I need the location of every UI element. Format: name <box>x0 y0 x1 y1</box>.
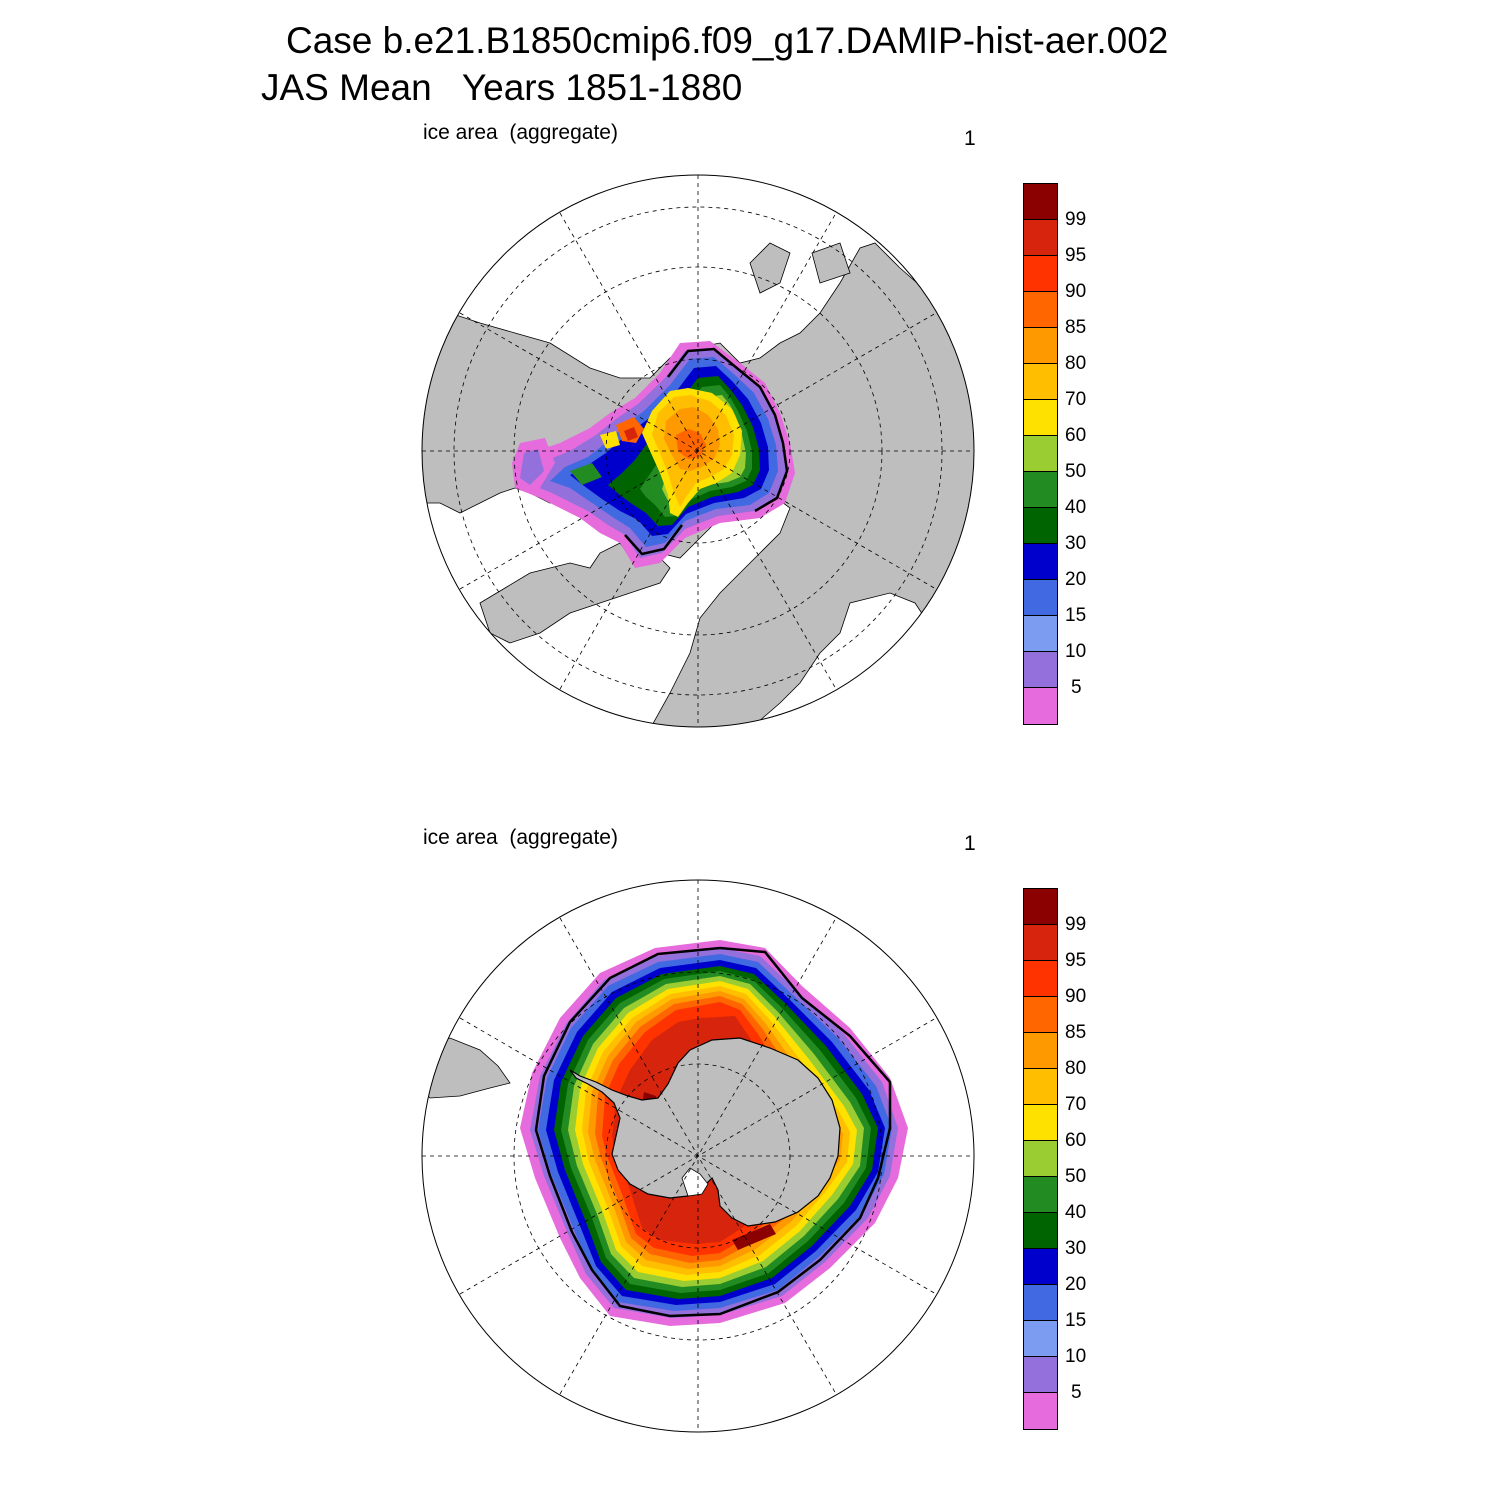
colorbar-segment <box>1024 436 1057 472</box>
colorbar-segment <box>1024 1285 1057 1321</box>
colorbar-tick-label: 85 <box>1065 317 1087 338</box>
colorbar-tick-label: 99 <box>1065 914 1087 935</box>
colorbar-segment <box>1024 1321 1057 1357</box>
colorbar-segment <box>1024 400 1057 436</box>
colorbar-segment <box>1024 1033 1057 1069</box>
colorbar-segment <box>1024 328 1057 364</box>
ice-edge-contour-south <box>534 946 892 1318</box>
colorbar-segment <box>1024 1105 1057 1141</box>
colorbar-tick-label: 10 <box>1065 1346 1087 1367</box>
colorbar-tick-label: 90 <box>1065 986 1087 1007</box>
colorbar-segment <box>1024 472 1057 508</box>
ice-edge-contour <box>667 347 789 513</box>
colorbar-tick-label: 10 <box>1065 641 1087 662</box>
arctic-sea-ice <box>515 341 795 568</box>
colorbar-tick-label: 40 <box>1065 1202 1087 1223</box>
colorbar-segment <box>1024 184 1057 220</box>
colorbar-segment <box>1024 1357 1057 1393</box>
colorbar-tick-label: 60 <box>1065 425 1087 446</box>
colorbar-tick-label: 85 <box>1065 1022 1087 1043</box>
colorbar-tick-label: 80 <box>1065 1058 1087 1079</box>
colorbar-segment <box>1024 220 1057 256</box>
map-boundary-south <box>421 879 975 1433</box>
colorbar-tick-label: 30 <box>1065 533 1087 554</box>
colorbar-tick-label: 15 <box>1065 605 1087 626</box>
colorbar-south <box>1023 888 1058 1430</box>
title-line-2: JAS Mean Years 1851-1880 <box>261 67 743 108</box>
colorbar-tick-label: 90 <box>1065 281 1087 302</box>
colorbar-segment <box>1024 925 1057 961</box>
colorbar-tick-label: 50 <box>1065 1166 1087 1187</box>
colorbar-tick-label: 99 <box>1065 209 1087 230</box>
colorbar-tick-label: 60 <box>1065 1130 1087 1151</box>
colorbar-tick-label: 50 <box>1065 461 1087 482</box>
colorbar-tick-label: 70 <box>1065 389 1087 410</box>
colorbar-segment <box>1024 961 1057 997</box>
colorbar-segment <box>1024 997 1057 1033</box>
archipelago-ice <box>570 417 644 485</box>
colorbar-tick-label: 5 <box>1071 677 1082 698</box>
colorbar-north-labels: 99 95 90 85 80 70 60 50 40 30 20 15 10 5 <box>1065 183 1125 723</box>
colorbar-tick-label: 95 <box>1065 950 1087 971</box>
ross-ice-shelf <box>681 1167 709 1197</box>
hudson-bay-ice-edge <box>520 449 544 485</box>
colorbar-tick-label: 30 <box>1065 1238 1087 1259</box>
panel-2-label: ice area (aggregate) <box>423 826 618 849</box>
colorbar-segment <box>1024 580 1057 616</box>
lat-lon-grid-south <box>422 880 974 1432</box>
colorbar-north <box>1023 183 1058 725</box>
south-polar-map <box>420 878 976 1434</box>
colorbar-segment <box>1024 1177 1057 1213</box>
colorbar-segment <box>1024 544 1057 580</box>
panel-2-number: 1 <box>964 832 976 855</box>
colorbar-tick-label: 80 <box>1065 353 1087 374</box>
colorbar-tick-label: 20 <box>1065 1274 1087 1295</box>
colorbar-segment <box>1024 508 1057 544</box>
colorbar-segment <box>1024 1069 1057 1105</box>
colorbar-segment <box>1024 1249 1057 1285</box>
colorbar-tick-label: 5 <box>1071 1382 1082 1403</box>
colorbar-segment <box>1024 256 1057 292</box>
colorbar-segment <box>1024 616 1057 652</box>
colorbar-south-labels: 99 95 90 85 80 70 60 50 40 30 20 15 10 5 <box>1065 888 1125 1428</box>
colorbar-tick-label: 70 <box>1065 1094 1087 1115</box>
ice-edge-contour-2 <box>624 524 683 556</box>
colorbar-segment <box>1024 889 1057 925</box>
colorbar-segment <box>1024 1393 1057 1429</box>
colorbar-segment <box>1024 1141 1057 1177</box>
colorbar-segment <box>1024 688 1057 724</box>
colorbar-segment <box>1024 1213 1057 1249</box>
map-boundary-north <box>421 174 975 728</box>
panel-1-number: 1 <box>964 127 976 150</box>
panel-1-label: ice area (aggregate) <box>423 121 618 144</box>
north-polar-map <box>420 173 976 729</box>
colorbar-segment <box>1024 652 1057 688</box>
colorbar-segment <box>1024 292 1057 328</box>
title-line-1: Case b.e21.B1850cmip6.f09_g17.DAMIP-hist… <box>286 20 1169 61</box>
colorbar-segment <box>1024 364 1057 400</box>
colorbar-tick-label: 95 <box>1065 245 1087 266</box>
lat-lon-grid <box>422 175 974 727</box>
colorbar-tick-label: 20 <box>1065 569 1087 590</box>
colorbar-tick-label: 40 <box>1065 497 1087 518</box>
colorbar-tick-label: 15 <box>1065 1310 1087 1331</box>
